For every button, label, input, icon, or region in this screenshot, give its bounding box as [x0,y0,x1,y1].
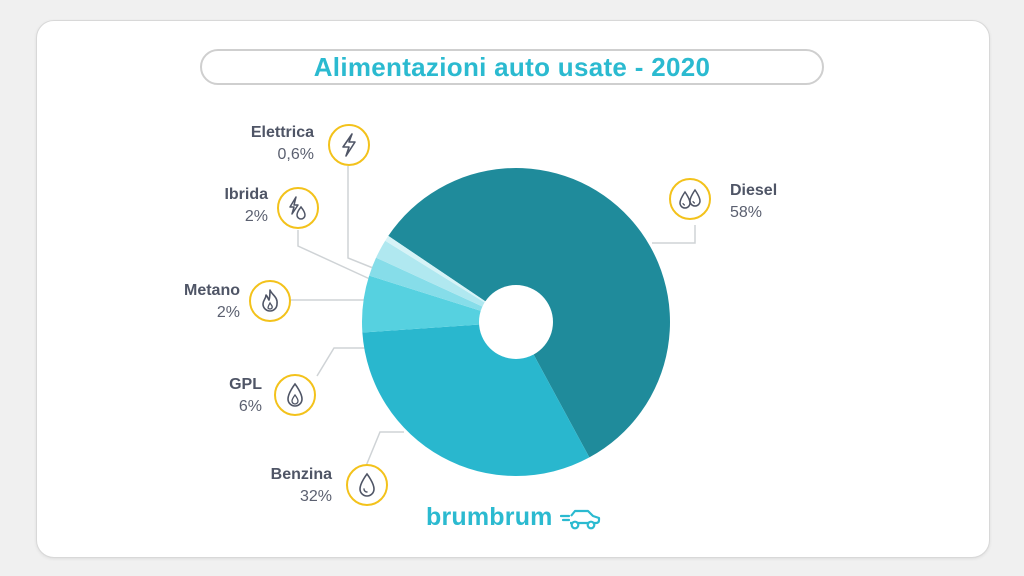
label-metano: Metano 2% [130,280,240,324]
label-value: 58% [730,204,763,221]
pie-slice-benzina [362,322,590,477]
chart-title: Alimentazioni auto usate - 2020 [313,51,711,82]
label-value: 0,6% [277,146,314,163]
label-name: Ibrida [224,186,268,203]
label-ibrida: Ibrida 2% [160,184,268,228]
leader-line-diesel [652,225,696,244]
label-name: Diesel [730,182,778,199]
label-value: 2% [216,304,240,321]
fire-icon [249,280,291,322]
label-value: 2% [244,208,268,225]
chart-title-pill: Alimentazioni auto usate - 2020 [200,49,824,85]
lightning-icon [328,124,370,166]
label-elettrica: Elettrica 0,6% [200,122,314,166]
pie-slice-metano [369,257,516,322]
brand-logo-text: brumbrum [426,503,553,531]
hybrid-bolt-drop-icon [277,187,319,229]
label-name: Metano [184,282,240,299]
pie-slice-ibrida [376,240,516,322]
pie-slice-elettrica [385,235,516,322]
label-benzina: Benzina 32% [220,464,332,508]
diesel-drops-icon [669,178,711,220]
label-name: GPL [229,376,262,393]
leader-line-elettrica [347,166,379,271]
label-name: Elettrica [250,124,314,141]
leader-line-benzina [365,431,404,467]
label-value: 32% [299,488,332,505]
label-value: 6% [238,398,262,415]
leader-line-ibrida [297,230,373,281]
pie-slice-gpl [362,275,516,333]
pie-center-hole [479,285,553,359]
gas-flame-icon [274,374,316,416]
label-gpl: GPL 6% [160,374,262,418]
label-name: Benzina [270,466,332,483]
label-diesel: Diesel 58% [730,180,830,224]
fuel-drop-icon [346,464,388,506]
car-icon [560,509,601,530]
leader-line-gpl [316,347,368,377]
